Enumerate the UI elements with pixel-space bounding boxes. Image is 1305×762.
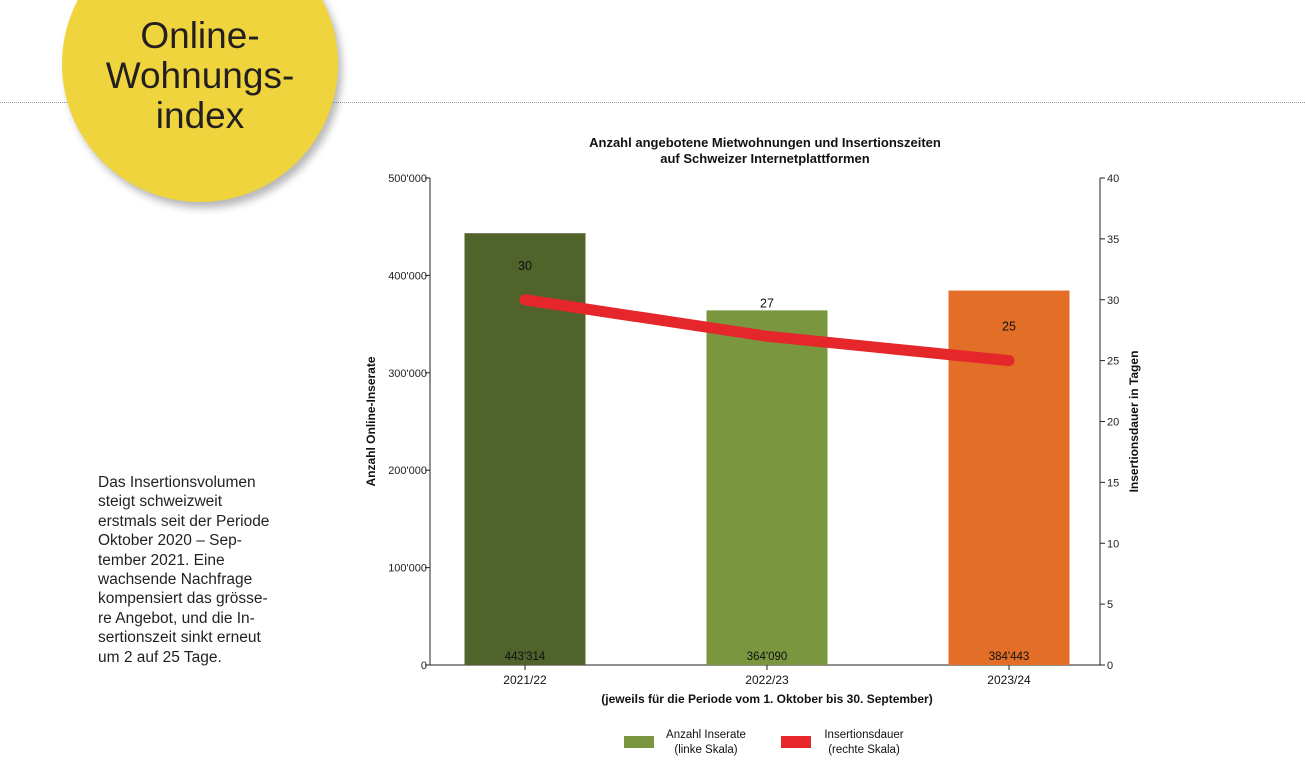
- chart-subtitle-line: auf Schweizer Internetplattformen: [660, 151, 870, 166]
- header-divider: [0, 102, 1305, 103]
- chart-title-line: Anzahl angebotene Mietwohnungen und Inse…: [589, 135, 941, 150]
- legend-swatch: [781, 736, 811, 748]
- left-y-tick-label: 200'000: [388, 465, 427, 477]
- description-line: wachsende Nachfrage: [98, 571, 253, 589]
- description-line: Das Insertionsvolumen: [98, 474, 256, 491]
- badge-title: Online- Wohnungs- index: [62, 16, 338, 136]
- legend-sublabel: (rechte Skala): [828, 744, 900, 756]
- x-tick-label: 2022/23: [745, 673, 789, 687]
- legend-swatch: [624, 736, 654, 748]
- duration-value-label: 25: [1002, 320, 1016, 334]
- description-text: Das Insertionsvolumen steigt schweizweit…: [98, 473, 308, 667]
- left-y-tick-label: 0: [421, 660, 427, 672]
- right-y-axis-title: Insertionsdauer in Tagen: [1127, 351, 1141, 493]
- badge-title-line: index: [155, 95, 245, 136]
- legend-label: Insertionsdauer: [824, 729, 903, 741]
- right-y-tick-label: 15: [1107, 477, 1119, 489]
- duration-value-label: 30: [518, 259, 532, 273]
- right-y-tick-label: 25: [1107, 356, 1119, 368]
- x-tick-label: 2023/24: [987, 673, 1031, 687]
- legend-label: Anzahl Inserate: [666, 729, 746, 741]
- bar-value-label: 384'443: [989, 651, 1030, 663]
- left-y-tick-label: 400'000: [388, 270, 427, 282]
- description-line: sertionszeit sinkt erneut: [98, 629, 261, 647]
- description-line: re Angebot, und die In-: [98, 609, 255, 627]
- description-line: steigt schweizweit: [98, 493, 223, 511]
- duration-line: [519, 294, 1015, 367]
- chart-title: Anzahl angebotene Mietwohnungen und Inse…: [440, 135, 1090, 167]
- right-y-tick-label: 10: [1107, 538, 1119, 550]
- x-axis-title: (jeweils für die Periode vom 1. Oktober …: [601, 692, 932, 706]
- left-y-axis-title: Anzahl Online-Inserate: [364, 356, 378, 486]
- bar-value-label: 443'314: [505, 651, 546, 663]
- bar-value-label: 364'090: [747, 651, 788, 663]
- description-line: erstmals seit der Periode: [98, 512, 270, 530]
- legend-sublabel: (linke Skala): [674, 744, 737, 756]
- bar-2022-23: [706, 310, 828, 665]
- badge-title-line: Online-: [140, 15, 260, 56]
- left-y-tick-label: 300'000: [388, 368, 427, 380]
- left-y-tick-label: 100'000: [388, 563, 427, 575]
- description-line: kompensiert das grösse-: [98, 590, 268, 608]
- right-y-tick-label: 5: [1107, 599, 1113, 611]
- x-tick-label: 2021/22: [503, 673, 547, 687]
- duration-value-label: 27: [760, 296, 774, 310]
- right-y-tick-label: 40: [1107, 173, 1119, 185]
- right-y-tick-label: 0: [1107, 660, 1113, 672]
- right-y-tick-label: 30: [1107, 295, 1119, 307]
- right-y-tick-label: 35: [1107, 234, 1119, 246]
- bar-2023-24: [948, 290, 1070, 665]
- description-line: Oktober 2020 – Sep-: [98, 532, 242, 550]
- description-line: tember 2021. Eine: [98, 551, 225, 569]
- badge-title-line: Wohnungs-: [105, 55, 295, 96]
- description-line: um 2 auf 25 Tage.: [98, 648, 222, 666]
- right-y-tick-label: 20: [1107, 417, 1119, 429]
- left-y-tick-label: 500'000: [388, 173, 427, 185]
